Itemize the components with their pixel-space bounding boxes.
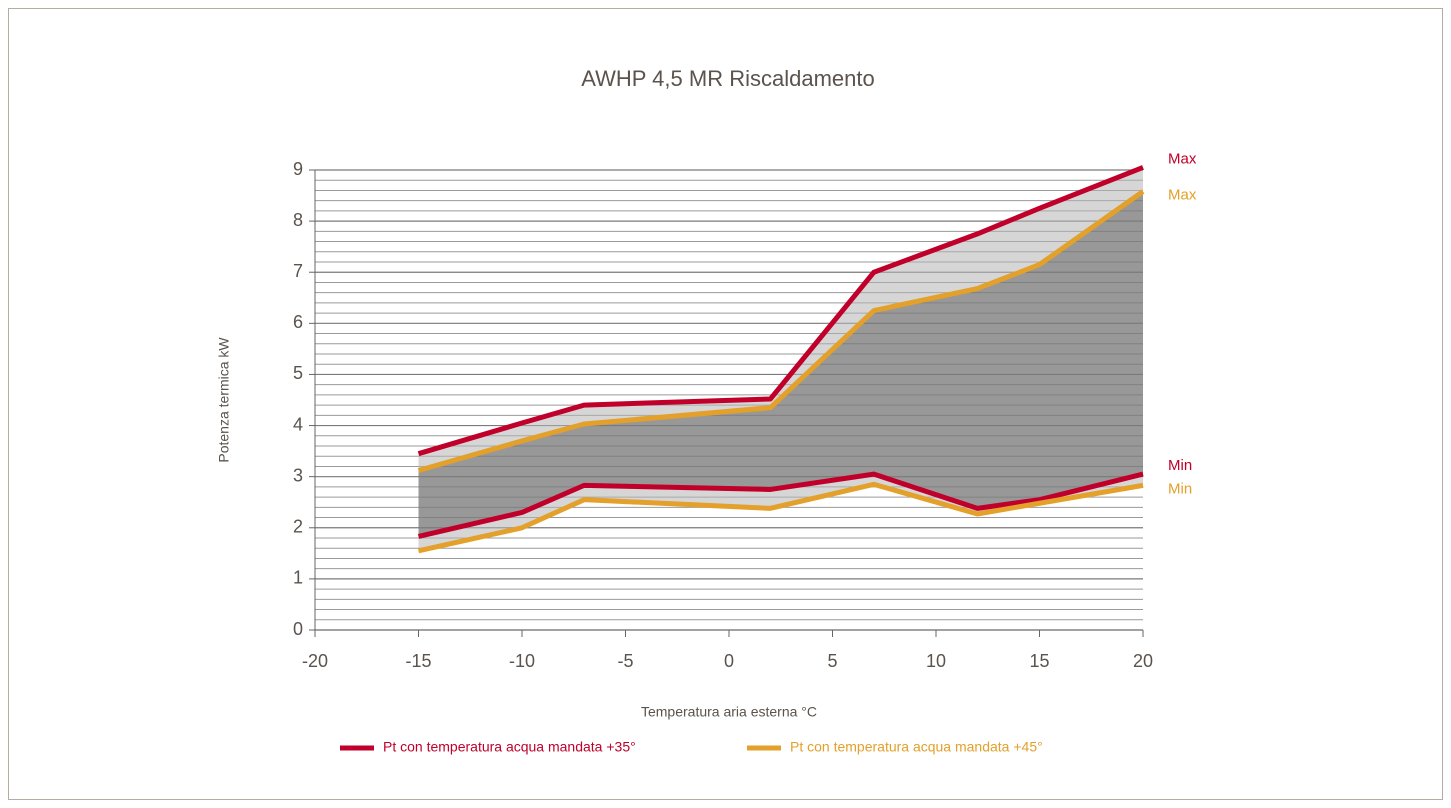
x-tick-label: 10: [926, 651, 946, 671]
y-tick-label: 3: [293, 465, 303, 485]
line-max: [417, 189, 1145, 473]
y-tick-label: 5: [293, 363, 303, 383]
y-tick-label: 7: [293, 261, 303, 281]
x-tick-label: -20: [302, 651, 328, 671]
line-min: [417, 471, 1144, 539]
y-tick-label: 2: [293, 517, 303, 537]
x-tick-label: -5: [617, 651, 633, 671]
y-tick-label: 1: [293, 568, 303, 588]
x-tick-label: 15: [1029, 651, 1049, 671]
line-min: [417, 481, 1144, 554]
y-tick-label: 4: [293, 414, 303, 434]
y-tick-label: 9: [293, 159, 303, 179]
legend-label: Pt con temperatura acqua mandata +45°: [790, 739, 1043, 755]
end-label: Min: [1168, 480, 1192, 497]
x-tick-label: 5: [827, 651, 837, 671]
y-tick-label: 0: [293, 619, 303, 639]
y-tick-label: 8: [293, 210, 303, 230]
x-tick-label: -10: [509, 651, 535, 671]
x-axis-label: Temperatura aria esterna °C: [641, 704, 817, 720]
x-tick-label: -15: [405, 651, 431, 671]
y-axis-label: Potenza termica kW: [216, 337, 232, 463]
chart-title: AWHP 4,5 MR Riscaldamento: [581, 66, 874, 91]
x-tick-label: 0: [724, 651, 734, 671]
end-label: Max: [1168, 150, 1197, 167]
line-max: [417, 165, 1144, 457]
x-tick-label: 20: [1133, 651, 1153, 671]
legend-label: Pt con temperatura acqua mandata +35°: [383, 739, 636, 755]
y-tick-label: 6: [293, 312, 303, 332]
end-label: Max: [1168, 186, 1197, 203]
end-label: Min: [1168, 457, 1192, 474]
envelope-dark: [418, 191, 1143, 537]
